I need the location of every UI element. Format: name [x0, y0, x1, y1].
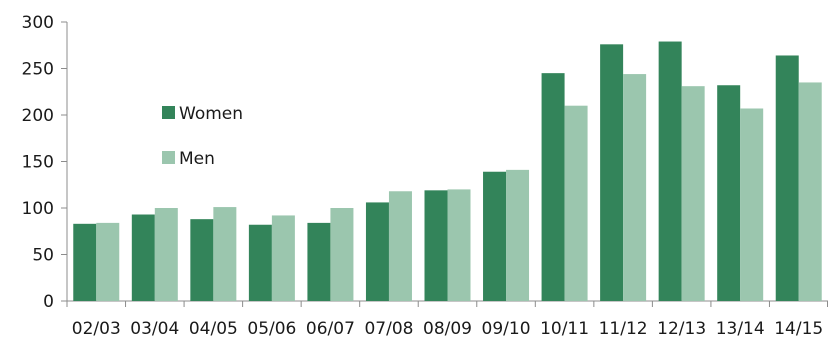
y-tick-label: 150: [22, 153, 54, 173]
bar-women-03-04: [131, 214, 155, 301]
y-tick-label: 300: [22, 13, 54, 33]
x-tick-label: 13/14: [716, 319, 765, 338]
bar-women-09-10: [483, 171, 507, 301]
x-tick-label: 04/05: [189, 319, 238, 338]
bar-men-04-05: [213, 207, 237, 301]
bar-men-05-06: [271, 215, 295, 301]
x-tick-label: 07/08: [364, 319, 413, 338]
x-tick-label: 09/10: [482, 319, 531, 338]
bars: [73, 41, 822, 302]
x-tick-label: 03/04: [130, 319, 179, 338]
x-tick-label: 10/11: [540, 319, 589, 338]
legend: Women Men: [162, 104, 243, 169]
x-tick-label: 08/09: [423, 319, 472, 338]
x-tick-label: 05/06: [247, 319, 296, 338]
x-tick-label: 14/15: [774, 319, 823, 338]
y-tick-label: 100: [22, 199, 54, 219]
legend-label-women: Women: [179, 104, 243, 124]
bar-men-11-12: [623, 74, 647, 301]
y-axis: 0 50 100 150 200 250 300: [22, 13, 68, 312]
bar-men-09-10: [506, 169, 530, 301]
bar-women-12-13: [658, 41, 682, 301]
legend-swatch-men: [162, 151, 175, 164]
bar-women-13-14: [717, 85, 741, 302]
bar-men-14-15: [798, 82, 822, 301]
bar-women-08-09: [424, 190, 448, 301]
x-tick-label: 06/07: [306, 319, 355, 338]
legend-label-men: Men: [179, 149, 215, 169]
bar-women-04-05: [190, 219, 214, 301]
bar-women-05-06: [248, 224, 272, 301]
bar-men-12-13: [681, 86, 705, 301]
bar-men-13-14: [740, 108, 764, 302]
x-tick-label: 11/12: [599, 319, 648, 338]
bar-women-07-08: [365, 202, 389, 301]
y-tick-label: 0: [43, 292, 54, 312]
legend-swatch-women: [162, 106, 175, 119]
bar-men-07-08: [388, 191, 412, 301]
bar-women-06-07: [307, 222, 331, 301]
bar-women-11-12: [600, 44, 624, 301]
y-tick-label: 50: [32, 246, 54, 266]
y-tick-label: 200: [22, 106, 54, 126]
x-axis: 02/03 03/04 04/05 05/06 06/07 07/08 08/09 09/10…: [66, 300, 828, 338]
y-tick-label: 250: [22, 60, 54, 80]
bar-men-02-03: [96, 222, 120, 301]
bar-men-06-07: [330, 208, 354, 301]
x-tick-label: 02/03: [72, 319, 121, 338]
bar-men-10-11: [564, 105, 588, 301]
x-tick-label: 12/13: [657, 319, 706, 338]
bar-women-02-03: [73, 223, 97, 301]
bar-women-14-15: [775, 55, 799, 302]
bar-women-10-11: [541, 73, 565, 302]
bar-men-03-04: [154, 208, 178, 301]
bar-men-08-09: [447, 189, 471, 301]
